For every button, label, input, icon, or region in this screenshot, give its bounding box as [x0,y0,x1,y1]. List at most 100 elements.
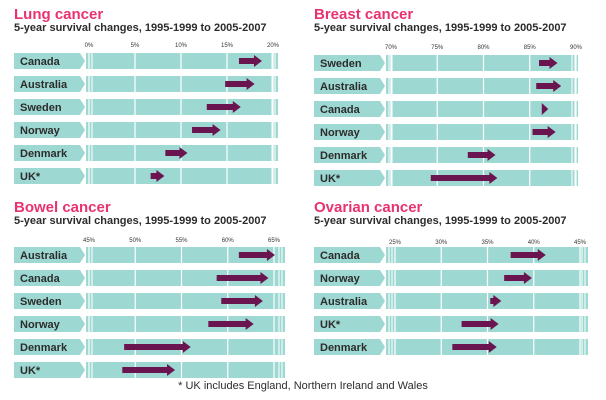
tick-label: 0% [85,43,94,49]
row-label: Denmark [20,148,68,160]
row-label: Denmark [20,342,68,354]
table-row: Sweden [14,293,285,309]
change-arrow [221,295,263,307]
table-row: UK* [14,168,278,184]
panel-title: Lung cancer [14,6,104,23]
table-row: Denmark [14,145,278,161]
row-label: Australia [20,79,68,91]
row-label-bg [14,247,85,263]
tick-label: 20% [267,43,280,49]
change-arrow [238,55,262,67]
row-label: Canada [20,56,61,68]
row-label: Denmark [320,342,368,354]
row-label: Australia [20,250,68,262]
row-label: UK* [320,173,341,185]
table-row: Sweden [314,55,578,71]
table-row: Norway [14,316,285,332]
tick-label: 80% [477,45,490,51]
row-label-bg [14,293,85,309]
tick-label: 85% [524,45,537,51]
row-label: Norway [320,273,361,285]
row-label-bg [314,339,385,355]
row-label: Canada [20,273,61,285]
table-row: Australia [314,293,588,309]
table-row: Australia [14,76,278,92]
row-label: Sweden [320,58,362,70]
table-row: Denmark [14,339,285,355]
table-row: Norway [314,124,578,140]
row-label-bg [14,316,85,332]
tick-label: 65% [268,238,281,244]
change-arrow [238,249,275,261]
tick-label: 45% [574,240,587,246]
row-label-bg [314,293,385,309]
panel-subtitle: 5-year survival changes, 1995-1999 to 20… [314,215,567,227]
table-row: Canada [14,53,278,69]
table-row: Australia [314,78,578,94]
tick-label: 25% [389,240,402,246]
panel-title: Bowel cancer [14,199,111,216]
row-label: Australia [320,81,368,93]
bar-track [86,122,278,138]
tick-label: 45% [83,238,96,244]
panel-subtitle: 5-year survival changes, 1995-1999 to 20… [314,22,567,34]
row-label-bg [14,339,85,355]
row-label-bg [14,99,85,115]
table-row: UK* [314,170,578,186]
row-label-bg [314,270,385,286]
table-row: Denmark [314,147,578,163]
tick-label: 10% [175,43,188,49]
change-arrow [225,78,255,90]
change-arrow [467,149,496,161]
change-arrow [124,341,191,353]
tick-label: 90% [570,45,583,51]
row-label-bg [14,362,85,378]
tick-label: 40% [528,240,541,246]
row-label-bg [314,124,385,140]
tick-label: 35% [481,240,494,246]
row-label: Norway [20,125,61,137]
table-row: Canada [14,270,285,286]
table-row: Denmark [314,339,588,355]
row-label-bg [14,122,85,138]
row-label: Denmark [320,150,368,162]
change-arrow [452,341,497,353]
row-label-bg [14,76,85,92]
row-label-bg [314,55,385,71]
tick-label: 60% [222,238,235,244]
row-label-bg [14,168,85,184]
panel-title: Breast cancer [314,6,414,23]
table-row: Australia [14,247,285,263]
row-label-bg [14,145,85,161]
row-label-bg [314,78,385,94]
row-label-bg [314,316,385,332]
change-arrow [122,364,176,376]
row-label: UK* [20,365,41,377]
row-label: Norway [20,319,61,331]
change-arrow [430,172,498,184]
tick-label: 70% [385,45,398,51]
table-row: Sweden [14,99,278,115]
change-arrow [206,101,241,113]
table-row: UK* [314,316,588,332]
change-arrow [461,318,499,330]
tick-label: 75% [431,45,444,51]
bar-track [86,99,278,115]
tick-label: 30% [435,240,448,246]
table-row: Norway [314,270,588,286]
change-arrow [504,272,532,284]
bar-track [86,53,278,69]
row-label: Canada [320,104,361,116]
tick-label: 50% [129,238,142,244]
row-label: Australia [320,296,368,308]
change-arrow [532,126,556,138]
change-arrow [539,57,558,69]
row-label-bg [314,147,385,163]
row-label: Canada [320,250,361,262]
change-arrow [150,170,165,182]
row-label-bg [314,170,385,186]
row-label: Sweden [20,296,62,308]
